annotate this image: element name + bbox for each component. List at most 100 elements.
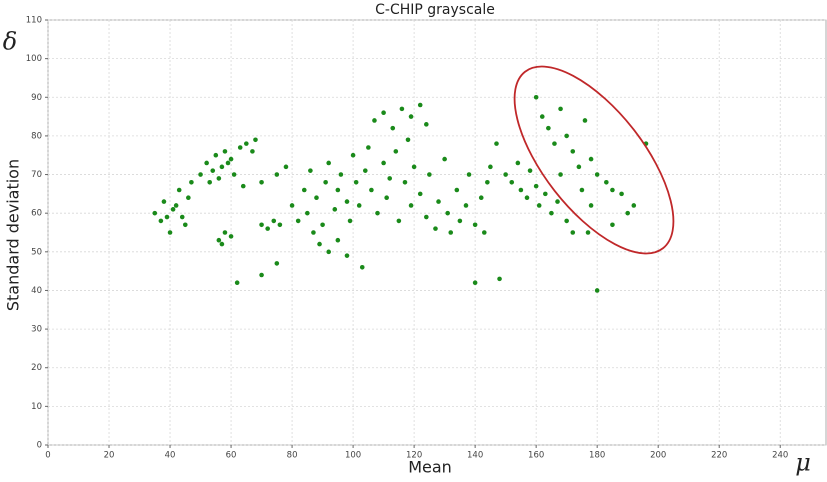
x-tick-label: 240 [772, 451, 788, 461]
point [207, 179, 213, 185]
point [481, 230, 487, 235]
point [210, 168, 216, 173]
x-tick-label: 80 [287, 451, 298, 461]
point [399, 106, 405, 112]
point [308, 168, 313, 173]
point [152, 210, 158, 216]
point [564, 133, 569, 139]
point [170, 207, 176, 212]
point [259, 179, 264, 185]
point [222, 149, 228, 154]
point [323, 179, 328, 185]
point [161, 199, 167, 204]
y-tick-label: 0 [37, 441, 42, 451]
point [344, 199, 350, 204]
y-tick-label: 50 [31, 247, 42, 257]
point [527, 168, 533, 173]
y-tick-label: 90 [31, 93, 42, 103]
point [543, 191, 548, 197]
y-tick-label: 70 [31, 170, 42, 180]
x-tick-label: 220 [711, 451, 727, 461]
point [179, 214, 185, 220]
point [295, 218, 301, 224]
point [164, 214, 170, 220]
point [186, 195, 191, 201]
point [381, 110, 386, 116]
point [579, 187, 585, 193]
point [289, 203, 295, 208]
point [237, 145, 243, 150]
point [472, 222, 478, 228]
point [570, 149, 576, 154]
point [424, 122, 429, 127]
point [363, 168, 368, 173]
point [369, 187, 374, 193]
point [509, 179, 515, 185]
point [619, 191, 624, 197]
y-tick-label: 40 [31, 286, 42, 296]
point [427, 172, 432, 177]
point [350, 152, 356, 158]
point [515, 160, 521, 166]
point [228, 156, 234, 162]
x-tick-label: 20 [104, 451, 115, 461]
y-tick-label: 10 [31, 402, 42, 412]
point [372, 118, 377, 123]
point [182, 222, 188, 228]
point [393, 149, 399, 154]
point [222, 230, 228, 235]
point [326, 249, 331, 255]
point [466, 172, 472, 177]
x-tick-label: 60 [226, 451, 237, 461]
point [375, 210, 380, 216]
point [454, 187, 460, 193]
point [216, 176, 222, 181]
point [576, 164, 582, 170]
point [231, 172, 237, 177]
point [463, 203, 469, 208]
x-tick-label: 40 [165, 451, 176, 461]
point [283, 164, 289, 170]
chart-title: C-CHIP grayscale [375, 2, 495, 18]
point [405, 137, 411, 143]
point [518, 187, 524, 193]
point [173, 203, 179, 208]
point [189, 179, 194, 185]
point [610, 187, 615, 193]
x-tick-label: 200 [650, 451, 666, 461]
y-tick-label: 80 [31, 131, 42, 141]
point [503, 172, 508, 177]
point [271, 218, 277, 224]
point [445, 210, 450, 216]
point [301, 187, 307, 193]
point [546, 125, 551, 131]
point [390, 125, 396, 131]
point [408, 203, 414, 208]
point [314, 195, 319, 201]
points [152, 94, 649, 293]
y-tick-label: 110 [26, 16, 42, 26]
point [533, 183, 539, 189]
x-axis-label: Mean [408, 458, 452, 477]
point [250, 149, 255, 154]
point [582, 118, 588, 123]
point [604, 179, 609, 185]
point [594, 288, 600, 293]
y-tick-label: 100 [26, 54, 42, 64]
point [457, 218, 463, 224]
point [332, 207, 338, 212]
point [225, 160, 231, 166]
point [585, 230, 591, 235]
point [408, 114, 414, 119]
point [411, 164, 417, 170]
point [338, 172, 344, 177]
point [228, 234, 234, 239]
point [384, 195, 389, 201]
y-axis-label: Standard deviation [4, 159, 23, 311]
plot-area [47, 19, 827, 446]
point [366, 145, 371, 150]
point [536, 203, 542, 208]
x-tick-label: 140 [467, 451, 483, 461]
point [564, 218, 569, 224]
